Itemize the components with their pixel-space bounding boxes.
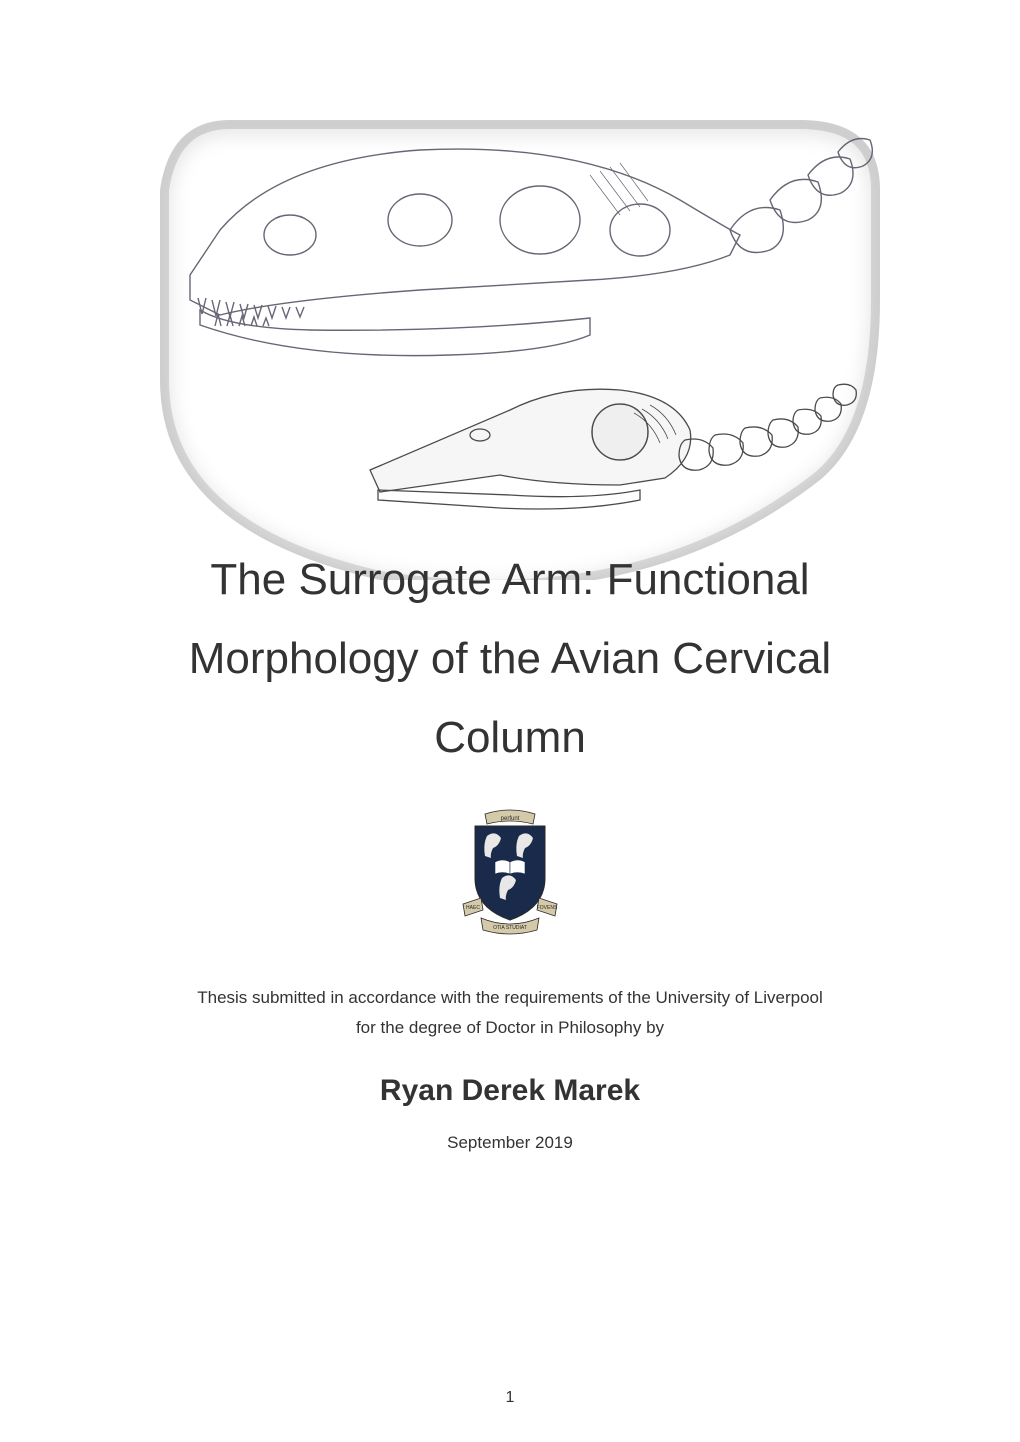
author-name: Ryan Derek Marek [120, 1074, 900, 1108]
crest-svg: perfunt HAEC FOVENS OTIA STUDIAT [455, 808, 565, 938]
banner-bottom-text: OTIA STUDIAT [493, 925, 527, 931]
submission-date: September 2019 [120, 1133, 900, 1153]
page-number: 1 [0, 1389, 1020, 1407]
banner-top-text: perfunt [501, 816, 520, 822]
submission-line-1: Thesis submitted in accordance with the … [120, 983, 900, 1014]
title-line-3: Column [120, 698, 900, 777]
submission-statement: Thesis submitted in accordance with the … [120, 983, 900, 1044]
banner-left-text: HAEC [466, 905, 480, 911]
title-page: The Surrogate Arm: Functional Morphology… [0, 0, 1020, 1442]
thesis-title: The Surrogate Arm: Functional Morphology… [120, 540, 900, 778]
submission-line-2: for the degree of Doctor in Philosophy b… [120, 1013, 900, 1044]
banner-right-text: FOVENS [537, 905, 558, 911]
title-line-1: The Surrogate Arm: Functional [120, 540, 900, 619]
university-crest: perfunt HAEC FOVENS OTIA STUDIAT [120, 808, 900, 943]
hero-illustration [120, 80, 900, 580]
title-line-2: Morphology of the Avian Cervical [120, 619, 900, 698]
hero-svg [120, 80, 900, 580]
